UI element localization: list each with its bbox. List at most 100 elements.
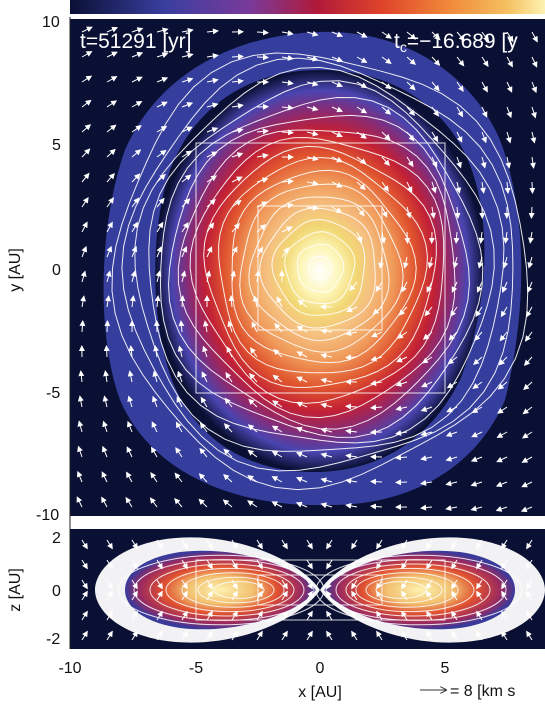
velocity-arrow (331, 131, 343, 138)
velocity-arrow (451, 610, 458, 621)
velocity-arrow (202, 345, 208, 358)
velocity-arrow (248, 398, 258, 408)
velocity-arrow (130, 270, 137, 283)
x-tick-label: -5 (189, 660, 203, 677)
velocity-arrow (375, 281, 383, 293)
velocity-arrow (431, 56, 441, 66)
velocity-arrow (426, 630, 433, 641)
velocity-arrow (131, 173, 141, 183)
velocity-arrow (231, 199, 242, 208)
velocity-arrow (520, 506, 533, 513)
velocity-arrow (206, 610, 213, 621)
x-axis-label: x [AU] (298, 684, 342, 701)
velocity-arrow (181, 579, 188, 590)
velocity-arrow (156, 76, 169, 83)
velocity-arrow (476, 630, 483, 641)
velocity-arrow (281, 579, 288, 590)
velocity-arrow (505, 131, 512, 144)
velocity-arrow (227, 320, 234, 333)
velocity-arrow (326, 630, 333, 641)
velocity-arrow (103, 370, 110, 383)
velocity-arrow (381, 131, 391, 141)
velocity-arrow (131, 197, 140, 208)
velocity-arrow (250, 347, 258, 358)
velocity-arrow (106, 245, 113, 258)
velocity-arrow (181, 590, 188, 601)
contour-line (203, 145, 437, 388)
velocity-arrow (226, 346, 233, 358)
velocity-arrow (506, 31, 514, 43)
velocity-arrow (106, 630, 113, 641)
velocity-arrow (523, 381, 533, 391)
velocity-arrow (376, 579, 383, 590)
y-tick-label: -10 (36, 507, 59, 524)
contour-line (121, 57, 514, 472)
velocity-arrow (306, 539, 313, 550)
velocity-arrow (181, 198, 191, 208)
velocity-arrow (474, 331, 483, 342)
velocity-arrow (156, 149, 167, 158)
velocity-arrow (281, 539, 288, 550)
velocity-arrow (500, 306, 508, 318)
velocity-arrow (272, 400, 283, 408)
velocity-arrow (281, 610, 288, 621)
velocity-arrow (451, 579, 458, 590)
velocity-arrow (177, 345, 184, 358)
velocity-arrow (81, 539, 88, 550)
velocity-arrow (320, 477, 333, 484)
velocity-arrow (481, 56, 489, 68)
velocity-arrow (445, 505, 458, 512)
velocity-arrow (531, 81, 538, 94)
velocity-arrow (476, 539, 483, 550)
velocity-arrow (426, 590, 433, 601)
velocity-arrow (476, 579, 483, 590)
velocity-arrow (404, 231, 411, 244)
velocity-arrow (131, 630, 138, 641)
velocity-arrow (501, 539, 508, 550)
velocity-arrow (376, 539, 383, 550)
velocity-arrow (131, 76, 143, 83)
velocity-arrow (504, 181, 511, 194)
velocity-arrow (451, 559, 458, 570)
velocity-arrow (155, 270, 162, 283)
velocity-arrow (424, 306, 433, 317)
velocity-arrow (371, 331, 383, 338)
velocity-arrow (156, 559, 163, 570)
velocity-arrow (177, 370, 183, 383)
velocity-arrow (430, 206, 436, 219)
velocity-arrow (181, 52, 194, 59)
velocity-arrow (231, 539, 238, 550)
bottom-zoom-box-large (195, 559, 446, 621)
velocity-arrow (256, 54, 269, 61)
velocity-arrow (276, 296, 283, 308)
velocity-arrow (106, 51, 118, 58)
velocity-arrow (281, 226, 293, 233)
velocity-arrow (345, 478, 358, 484)
velocity-arrow (526, 590, 533, 601)
velocity-arrow (356, 231, 363, 243)
velocity-arrow (156, 579, 163, 590)
velocity-arrow (345, 330, 358, 337)
velocity-arrow (247, 449, 258, 458)
velocity-arrow (456, 156, 462, 169)
velocity-arrow (447, 356, 458, 365)
velocity-arrow (376, 590, 383, 601)
velocity-arrow (501, 630, 508, 641)
velocity-arrow (456, 81, 464, 92)
velocity-arrow (372, 306, 383, 315)
velocity-arrow (281, 129, 294, 136)
velocity-arrow (426, 610, 433, 621)
velocity-arrow (101, 471, 108, 483)
velocity-arrow (206, 222, 215, 233)
velocity-arrow (476, 281, 483, 293)
velocity-arrow (456, 106, 464, 118)
velocity-arrow (247, 475, 258, 483)
velocity-legend: = 8 [km s (420, 683, 515, 700)
velocity-arrow (456, 31, 465, 42)
velocity-arrow (306, 204, 319, 211)
contour-line (248, 196, 390, 342)
velocity-arrow (376, 610, 383, 621)
velocity-arrow (381, 31, 392, 39)
velocity-arrow (206, 28, 219, 35)
zoom-box-large (195, 142, 446, 394)
